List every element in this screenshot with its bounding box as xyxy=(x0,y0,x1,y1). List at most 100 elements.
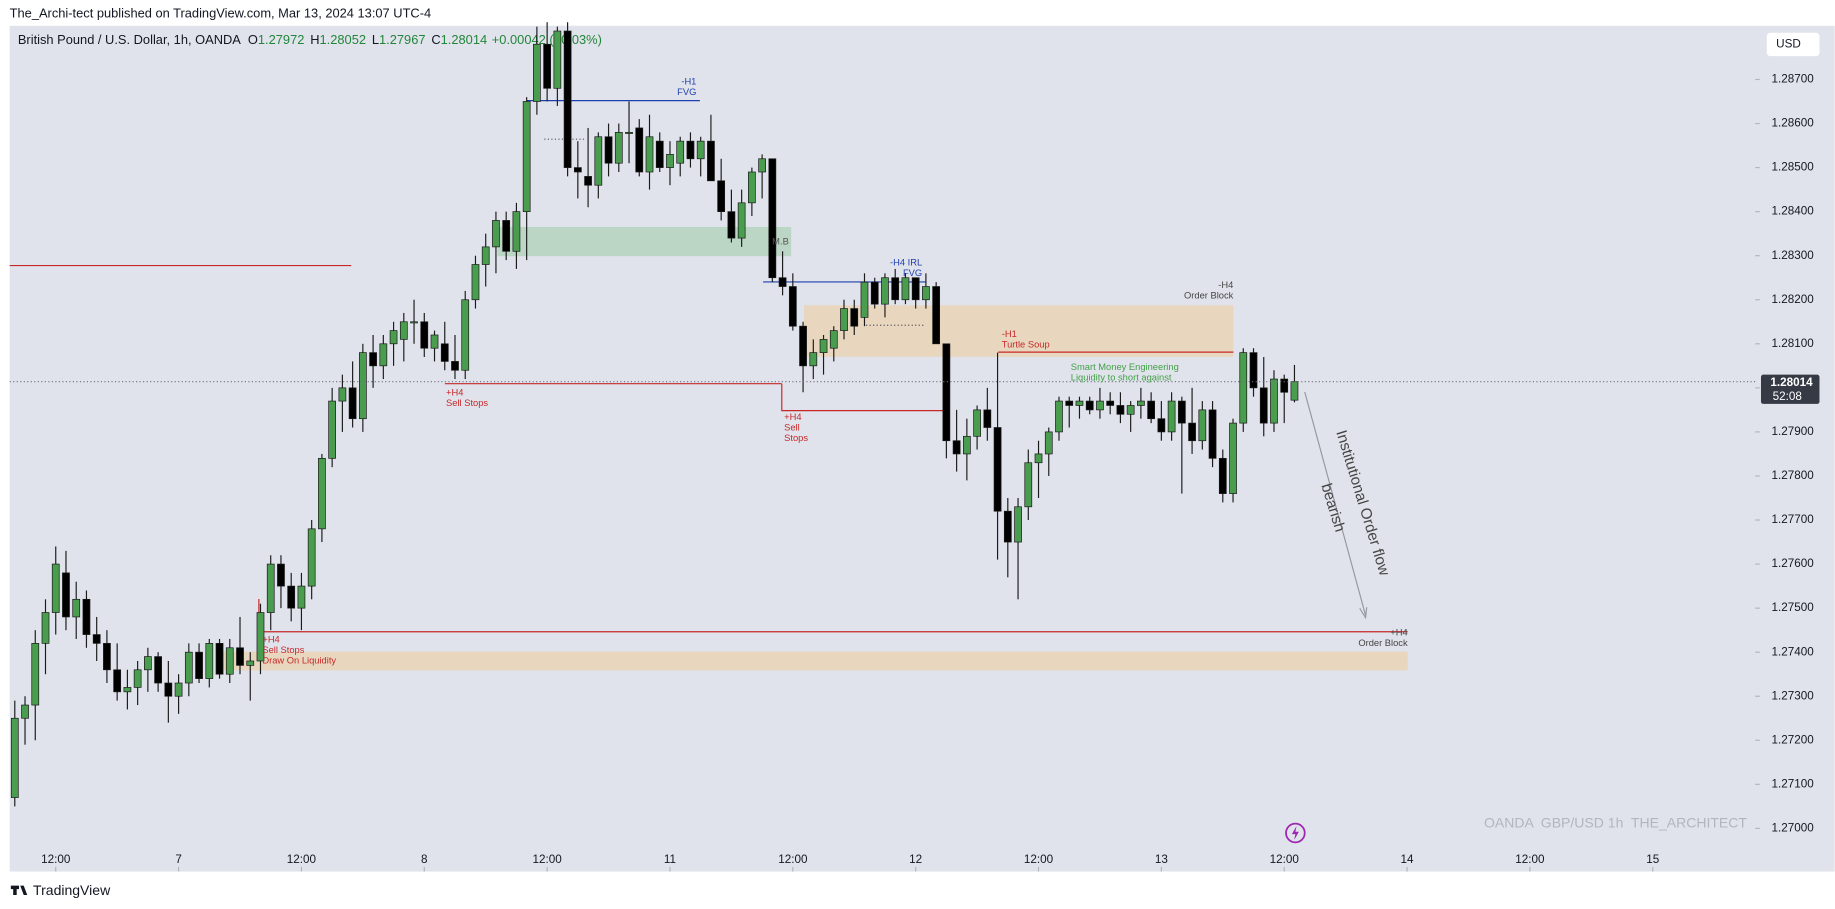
candle-body xyxy=(195,651,203,679)
flow-arrow xyxy=(1304,391,1367,616)
candle-body xyxy=(399,321,408,340)
candle-body xyxy=(1085,400,1094,411)
x-tick-label: 8 xyxy=(421,853,428,866)
candle-body xyxy=(410,321,418,324)
candle-body xyxy=(287,585,296,609)
candle-body xyxy=(563,30,572,168)
y-tick-label: 1.27600 xyxy=(1772,557,1815,570)
candle-body xyxy=(799,325,807,367)
y-tick-label: 1.27400 xyxy=(1772,645,1815,658)
candle-body xyxy=(256,612,265,662)
order-block-zone xyxy=(804,305,1234,357)
candle-body xyxy=(1167,400,1176,433)
candle-body xyxy=(307,528,316,587)
candle-body xyxy=(82,598,91,635)
mb-zone xyxy=(497,226,792,257)
watermark: OANDA GBP/USD 1h THE_ARCHITECT xyxy=(1484,814,1747,830)
candle-body xyxy=(768,158,777,279)
candle-body xyxy=(625,131,633,134)
x-tick-label: 15 xyxy=(1646,853,1660,866)
y-tick-label: 1.28400 xyxy=(1772,205,1815,218)
y-tick-label: 1.28300 xyxy=(1772,249,1815,262)
candle-body xyxy=(1096,400,1104,411)
annotation: -H1 xyxy=(681,76,696,86)
candle-body xyxy=(1229,422,1237,494)
y-tick-label: 1.27300 xyxy=(1772,689,1815,702)
candle-body xyxy=(389,330,398,345)
candle-body xyxy=(983,409,992,428)
x-tick-label: 7 xyxy=(175,853,182,866)
candle-body xyxy=(266,563,275,613)
legend-label: L xyxy=(372,32,379,47)
candle-body xyxy=(451,361,459,371)
candle-body xyxy=(236,647,244,666)
annotation: M.B xyxy=(772,237,789,247)
candle-body xyxy=(778,277,787,287)
y-tick-label: 1.28100 xyxy=(1772,337,1815,350)
candle-body xyxy=(440,343,449,362)
candle-body xyxy=(1065,400,1074,406)
candle-body xyxy=(1003,510,1012,543)
candle-body xyxy=(21,704,29,719)
annotation: +H4 xyxy=(1390,627,1407,637)
candle-body xyxy=(1270,378,1278,424)
annotation: Sell Stops xyxy=(446,398,488,408)
candle-body xyxy=(748,171,756,204)
candle-body xyxy=(840,308,848,331)
candle-body xyxy=(584,176,592,186)
candle-body xyxy=(717,180,726,212)
alert-icon[interactable] xyxy=(1285,822,1306,844)
candle-body xyxy=(635,127,644,173)
annotation: FVG xyxy=(903,268,922,278)
candle-body xyxy=(655,140,664,168)
candle-body xyxy=(1239,352,1248,424)
symbol: British Pound / U.S. Dollar, 1h, OANDA xyxy=(18,32,241,47)
candle-body xyxy=(1137,400,1145,406)
candle-body xyxy=(686,140,695,160)
candle-body xyxy=(891,277,900,301)
candle-body xyxy=(553,30,562,89)
candle-body xyxy=(1259,387,1268,424)
candle-body xyxy=(348,387,357,420)
legend-value: 1.28014 xyxy=(441,32,487,47)
y-tick-label: 1.27800 xyxy=(1772,469,1815,482)
candle-body xyxy=(420,321,429,349)
candle-body xyxy=(133,669,142,688)
candle-body xyxy=(277,563,285,587)
legend-value: 1.28052 xyxy=(320,32,366,47)
candle-body xyxy=(1177,400,1186,424)
annotation: +H4 xyxy=(446,388,463,398)
candle-body xyxy=(973,409,981,437)
candle-body xyxy=(62,572,70,618)
candle-body xyxy=(92,634,101,644)
candle-body xyxy=(573,167,582,173)
y-tick-label: 1.28600 xyxy=(1772,117,1815,130)
flow-arrowhead xyxy=(1359,607,1368,620)
candle-body xyxy=(533,43,541,102)
candle-body xyxy=(594,136,603,186)
candle-body xyxy=(103,643,111,671)
currency-box xyxy=(1766,32,1820,57)
candle-body xyxy=(952,440,961,455)
annotation: -H1 xyxy=(1002,329,1017,339)
candle-body xyxy=(666,154,674,168)
candle-body xyxy=(430,334,439,349)
candle-body xyxy=(41,612,50,644)
candle-body xyxy=(993,427,1002,512)
candle-body xyxy=(1044,431,1053,455)
candle-body xyxy=(522,101,531,212)
candle-body xyxy=(676,140,685,164)
candle-body xyxy=(502,220,511,252)
candle-body xyxy=(205,643,214,679)
candle-body xyxy=(492,220,500,248)
candle-body xyxy=(737,202,746,239)
annotation: Order Block xyxy=(1184,290,1234,300)
candle-body xyxy=(696,140,705,160)
legend-label: H xyxy=(310,32,319,47)
legend-value: 1.27972 xyxy=(258,32,304,47)
candle-body xyxy=(461,299,470,371)
candle-body xyxy=(819,339,828,353)
candle-body xyxy=(809,352,818,367)
annotation: -H4 xyxy=(1218,280,1233,290)
